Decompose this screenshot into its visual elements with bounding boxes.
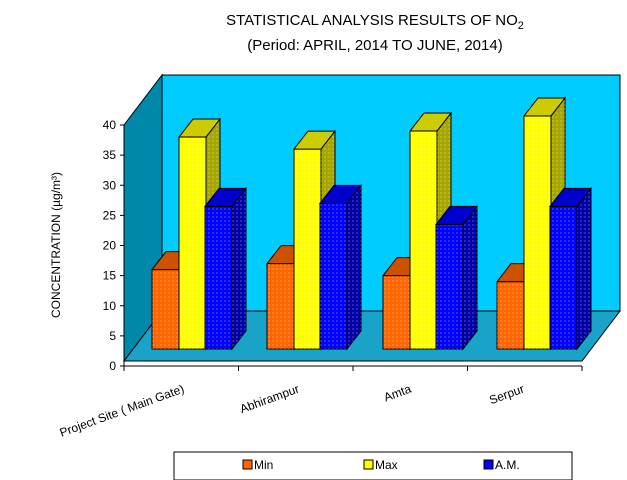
legend-swatch	[483, 459, 494, 470]
y-tick-label: 10	[103, 299, 117, 313]
category-labels: Project Site ( Main Gate) Abhirampur Amta S…	[58, 382, 526, 440]
legend-swatch	[363, 459, 374, 470]
legend-label: A.M.	[495, 458, 520, 472]
category-label: Amta	[382, 382, 413, 405]
y-tick-label: 5	[109, 329, 116, 343]
bar-am-2	[434, 204, 479, 351]
y-axis-ticks: 0 5 10 15 20 25 30 35 40	[103, 118, 124, 373]
bar-max-2	[408, 111, 453, 351]
bar-max-1	[292, 129, 337, 351]
chart-subtitle: (Period: APRIL, 2014 TO JUNE, 2014)	[247, 37, 502, 54]
category-label: Project Site ( Main Gate)	[58, 382, 186, 440]
legend: Min Max A.M.	[173, 451, 573, 480]
y-tick-label: 40	[103, 118, 117, 132]
y-axis-label: CONCENTRATION (µg/m³)	[49, 172, 63, 318]
y-tick-label: 30	[103, 178, 117, 192]
legend-label: Min	[254, 458, 273, 472]
y-tick-label: 15	[103, 269, 117, 283]
category-label: Abhirampur	[238, 382, 301, 416]
legend-label: Max	[375, 458, 398, 472]
y-tick-label: 20	[103, 239, 117, 253]
y-tick-label: 35	[103, 148, 117, 162]
bar-am-1	[318, 183, 363, 351]
bars-layer	[150, 96, 593, 351]
chart-floor	[122, 310, 622, 362]
chart-title: STATISTICAL ANALYSIS RESULTS OF NO2	[226, 12, 524, 32]
x-axis-ticks	[123, 366, 583, 371]
legend-swatch	[242, 459, 253, 470]
y-tick-label: 25	[103, 208, 117, 222]
bar-am-3	[548, 186, 593, 351]
category-label: Serpur	[487, 382, 526, 407]
y-tick-label: 0	[109, 359, 116, 373]
bar-am-0	[203, 186, 248, 351]
